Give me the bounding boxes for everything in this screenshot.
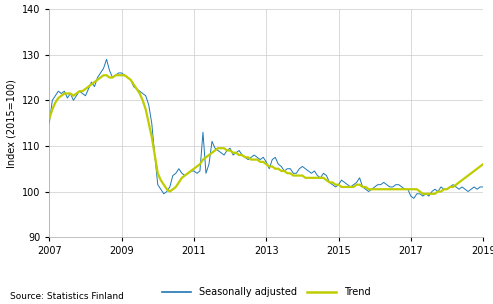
Y-axis label: Index (2015=100): Index (2015=100): [6, 79, 16, 168]
Text: Source: Statistics Finland: Source: Statistics Finland: [10, 292, 124, 301]
Legend: Seasonally adjusted, Trend: Seasonally adjusted, Trend: [158, 283, 374, 301]
